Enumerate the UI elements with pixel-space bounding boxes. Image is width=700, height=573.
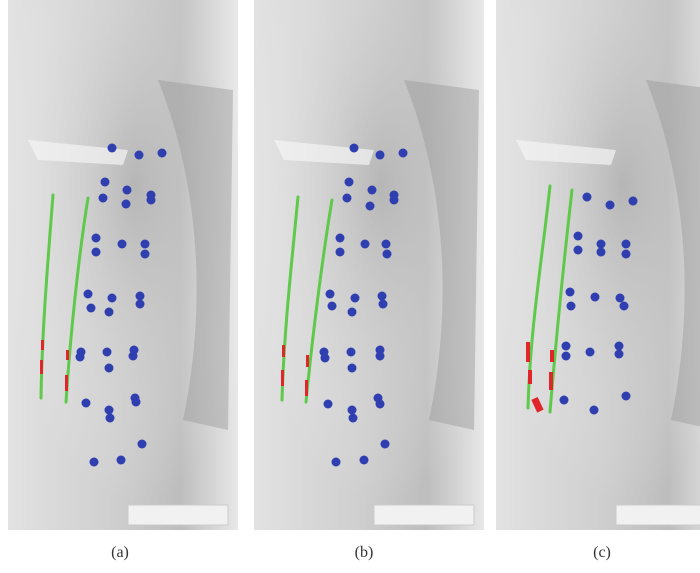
xray-image-b xyxy=(254,0,484,530)
panel-caption-c: (c) xyxy=(593,544,611,561)
xray-panel-c xyxy=(496,0,700,530)
landmark-points-c xyxy=(559,192,638,415)
highlight-marks-c xyxy=(526,342,554,413)
xray-panel-a xyxy=(8,0,238,530)
highlight-marks-a xyxy=(40,340,69,391)
xray-panel-b xyxy=(254,0,484,530)
panel-caption-a: (a) xyxy=(111,544,129,561)
highlight-marks-b xyxy=(281,345,309,396)
xray-image-c xyxy=(496,0,700,530)
xray-image-a xyxy=(8,0,238,530)
panel-caption-b: (b) xyxy=(354,544,374,561)
landmark-points-a xyxy=(75,143,167,467)
landmark-points-b xyxy=(319,143,408,467)
